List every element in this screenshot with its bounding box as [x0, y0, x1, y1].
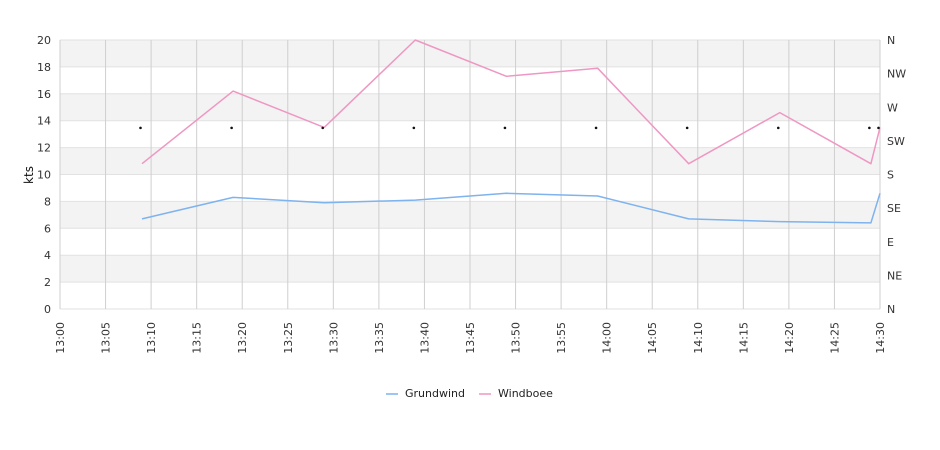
direction-tick-label: SE: [887, 202, 901, 215]
y-tick-label: 6: [44, 222, 51, 235]
series-line: [141, 192, 881, 224]
y-tick-label: 16: [37, 88, 51, 101]
legend: Grundwind Windboee: [386, 387, 553, 400]
x-tick-label: 13:10: [145, 322, 158, 354]
x-tick-label: 13:20: [236, 322, 249, 354]
direction-tick-label: NW: [887, 68, 906, 81]
x-tick-label: 13:35: [373, 322, 386, 354]
y-axis-label: kts: [22, 166, 36, 184]
y-tick-label: 2: [44, 276, 51, 289]
y-tick-label: 0: [44, 303, 51, 316]
direction-tick-label: NE: [887, 269, 902, 282]
legend-label: Windboee: [498, 387, 553, 400]
x-tick-label: 14:15: [737, 322, 750, 354]
series-lines: [141, 39, 881, 224]
x-axis-ticks: 13:00 13:05 13:10 13:15 13:20 13:25 13:30 13:35…: [54, 322, 887, 354]
x-tick-label: 14:10: [692, 322, 705, 354]
direction-axis-ticks: N NE E SE S SW W NW N: [887, 34, 906, 316]
y-tick-label: 8: [44, 195, 51, 208]
direction-marker: [503, 126, 507, 130]
x-tick-label: 14:05: [646, 322, 659, 354]
direction-marker: [230, 126, 233, 130]
direction-marker: [776, 126, 780, 130]
y-tick-label: 4: [44, 249, 51, 262]
x-tick-label: 13:40: [418, 322, 431, 354]
y-tick-label: 20: [37, 34, 51, 47]
y-axis-ticks: 0 2 4 6 8 10 12 14 16 18 20: [37, 34, 51, 316]
x-tick-label: 13:45: [464, 322, 477, 354]
x-tick-label: 13:50: [510, 322, 523, 354]
y-tick-label: 18: [37, 61, 51, 74]
y-tick-label: 12: [37, 142, 51, 155]
direction-tick-label: SW: [887, 135, 905, 148]
x-tick-label: 13:00: [54, 322, 67, 354]
direction-tick-label: N: [887, 34, 895, 47]
series-line: [141, 39, 881, 165]
direction-markers: [139, 126, 880, 130]
direction-marker: [594, 126, 598, 130]
x-tick-label: 14:25: [828, 322, 841, 354]
x-tick-label: 13:55: [555, 322, 568, 354]
legend-label: Grundwind: [405, 387, 465, 400]
direction-marker: [868, 126, 871, 130]
x-tick-label: 13:30: [327, 322, 340, 354]
direction-tick-label: S: [887, 169, 894, 182]
x-tick-label: 13:05: [100, 322, 113, 354]
direction-tick-label: E: [887, 236, 894, 249]
direction-marker: [412, 126, 416, 130]
grid-lines: [59, 39, 881, 310]
y-tick-label: 10: [37, 169, 51, 182]
x-tick-label: 13:15: [191, 322, 204, 354]
x-tick-label: 13:25: [282, 322, 295, 354]
y-tick-label: 14: [37, 115, 51, 128]
direction-marker: [877, 126, 880, 130]
direction-marker: [139, 126, 142, 130]
direction-marker: [321, 126, 325, 130]
x-tick-label: 14:20: [783, 322, 796, 354]
direction-tick-label: N: [887, 303, 895, 316]
direction-tick-label: W: [887, 101, 898, 114]
x-tick-label: 14:30: [874, 322, 887, 354]
x-tick-label: 14:00: [601, 322, 614, 354]
direction-marker: [685, 126, 689, 130]
